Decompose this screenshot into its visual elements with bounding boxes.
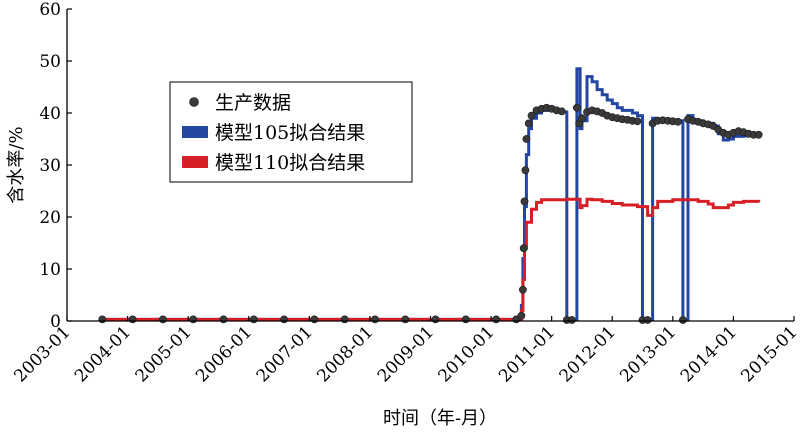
data-point <box>401 315 410 324</box>
legend-label-1: 生产数据 <box>215 92 291 114</box>
data-point <box>578 114 586 123</box>
data-point <box>249 315 258 324</box>
x-tick-label: 2007-01 <box>253 322 317 386</box>
x-tick-label: 2013-01 <box>616 322 680 386</box>
y-tick-label: 20 <box>39 208 61 228</box>
data-point <box>492 315 500 324</box>
data-point <box>431 315 440 324</box>
x-tick-label: 2014-01 <box>677 322 741 386</box>
y-axis-label: 含水率/% <box>6 126 27 203</box>
x-tick-label: 2015-01 <box>737 322 800 386</box>
x-tick-label: 2008-01 <box>313 322 377 386</box>
data-point <box>128 315 137 324</box>
legend-swatch-2 <box>182 126 208 138</box>
x-tick-label: 2003-01 <box>10 322 74 386</box>
x-tick-label: 2004-01 <box>71 322 135 386</box>
data-point <box>219 315 228 324</box>
x-tick-label: 2005-01 <box>132 322 196 386</box>
y-tick-label: 30 <box>39 156 61 176</box>
data-point <box>527 111 536 120</box>
data-point <box>557 107 566 116</box>
y-tick-label: 60 <box>39 0 61 20</box>
data-point <box>633 117 642 126</box>
data-point <box>189 315 198 324</box>
data-point <box>158 315 167 324</box>
x-tick-label: 2012-01 <box>556 322 620 386</box>
data-point <box>568 316 576 324</box>
legend-label-3: 模型110拟合结果 <box>215 152 365 174</box>
data-point <box>98 315 107 324</box>
x-axis-label: 时间（年-月） <box>383 408 497 429</box>
data-point <box>679 316 687 324</box>
data-point <box>280 315 288 324</box>
data-point <box>517 311 526 320</box>
data-point <box>461 315 470 324</box>
data-point <box>371 315 379 324</box>
legend-box <box>169 81 413 183</box>
legend-swatch-3 <box>182 156 208 168</box>
data-point <box>674 117 682 126</box>
data-point <box>573 103 581 112</box>
data-point <box>522 135 531 143</box>
x-tick-label: 2006-01 <box>192 322 256 386</box>
data-point <box>521 166 530 175</box>
data-point <box>340 315 349 324</box>
x-tick-label: 2009-01 <box>374 322 438 386</box>
data-point <box>310 315 319 324</box>
legend-marker-1 <box>189 97 199 107</box>
data-point <box>519 285 527 294</box>
data-point <box>524 119 533 128</box>
data-point <box>754 130 763 139</box>
data-point <box>643 316 652 324</box>
y-tick-label: 40 <box>39 104 61 124</box>
legend-label-2: 模型105拟合结果 <box>215 122 365 144</box>
data-point <box>520 197 529 206</box>
y-tick-label: 50 <box>39 52 61 72</box>
y-tick-label: 0 <box>50 312 61 332</box>
data-point <box>519 244 528 253</box>
x-tick-label: 2010-01 <box>435 322 499 386</box>
series-line-3 <box>102 197 761 321</box>
x-tick-label: 2011-01 <box>495 322 559 386</box>
y-tick-label: 10 <box>39 260 61 280</box>
